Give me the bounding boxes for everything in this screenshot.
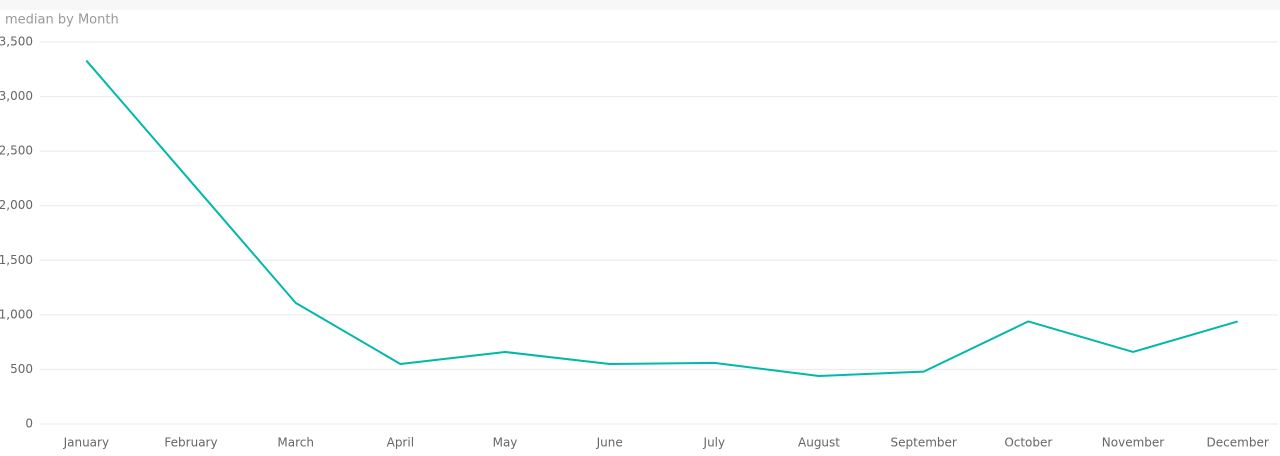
x-tick-label: July [703,436,726,450]
x-tick-label: February [164,436,217,450]
y-tick-label: 1,000 [0,307,33,321]
x-tick-label: November [1102,436,1164,450]
x-tick-label: June [596,436,623,450]
x-tick-label: October [1004,436,1052,450]
x-tick-label: January [63,436,110,450]
x-tick-label: April [387,436,414,450]
y-tick-label: 2,000 [0,198,33,212]
x-tick-label: September [891,436,957,450]
y-tick-label: 3,000 [0,89,33,103]
header-bar [0,0,1280,10]
series-line [85,59,1238,377]
x-tick-label: December [1207,436,1269,450]
x-tick-label: August [798,436,840,450]
chart-title: median by Month [5,13,119,28]
y-tick-label: 1,500 [0,253,33,267]
y-tick-label: 0 [25,417,33,431]
x-tick-label: May [493,436,518,450]
y-tick-label: 2,500 [0,144,33,158]
x-tick-label: March [277,436,314,450]
y-tick-label: 3,500 [0,35,33,49]
y-tick-label: 500 [10,362,33,376]
